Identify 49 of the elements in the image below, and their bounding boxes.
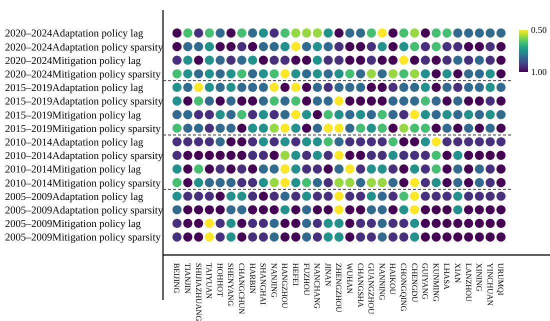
y-tick-label: 2015–2019Adaptation policy lag	[5, 83, 144, 94]
x-tick-label: SHANGHAI	[258, 263, 268, 306]
x-tick-label: XINING	[474, 263, 484, 292]
y-tick-label: 2005–2009Mitigation policy sparsity	[5, 232, 162, 244]
x-tick-label: NANJING	[269, 263, 278, 298]
color-bar-label: 0.50	[531, 25, 548, 36]
x-tick-label: TAIYUAN	[204, 263, 214, 300]
y-tick-label: 2005–2009Adaptation policy lag	[5, 192, 144, 203]
x-tick-label: SHIJIAZHUANG	[194, 263, 203, 321]
y-tick-label: 2020–2024Mitigation policy lag	[5, 56, 142, 67]
x-tick-label: LHASA	[442, 263, 452, 290]
x-tick-label: YINCHUAN	[485, 263, 494, 306]
x-tick-label: TIANJIN	[183, 263, 192, 294]
y-tick-label: 2020–2024Adaptation policy lag	[5, 28, 144, 40]
x-tick-label: GUANGZHOU	[366, 263, 376, 314]
x-tick-label: FUZHOU	[302, 263, 311, 296]
x-tick-label: NANNING	[377, 263, 386, 301]
y-tick-label: 2015–2019Adaptation policy sparsity	[5, 96, 164, 108]
x-tick-label: HEFEI	[291, 263, 300, 286]
x-tick-label: BEIJING	[172, 263, 182, 294]
y-tick-label: 2010–2014Adaptation policy sparsity	[5, 151, 164, 162]
x-tick-label: WUHAN	[345, 263, 354, 294]
x-tick-label: HARBIN	[248, 263, 257, 294]
color-bar-label: 1.00	[531, 67, 548, 78]
y-tick-label: 2010–2014Adaptation policy lag	[5, 137, 144, 148]
x-tick-label: XIAN	[453, 263, 462, 284]
y-tick-label: 2005–2009Adaptation policy sparsity	[5, 205, 164, 216]
x-tick-label: CHONGQING	[399, 263, 408, 312]
x-tick-label: URUMQI	[496, 263, 506, 296]
y-tick-label: 2010–2014Mitigation policy lag	[5, 164, 142, 176]
x-tick-label: LANZHOU	[464, 263, 473, 302]
y-tick-label: 2015–2019Mitigation policy lag	[5, 110, 142, 122]
x-tick-label: KUNMING	[431, 263, 440, 302]
x-tick-label: SHENYANG	[226, 263, 236, 306]
x-tick-label: ZHENGZHOU	[334, 263, 344, 313]
y-tick-label: 2005–2009Mitigation policy lag	[5, 219, 142, 230]
x-tick-label: NANCHANG	[312, 263, 322, 309]
x-tick-label: CHANGSHA	[356, 263, 365, 308]
x-tick-label: JINAN	[323, 263, 332, 286]
x-tick-label: HOHHOT	[215, 263, 224, 297]
x-tick-label: GUIYANG	[420, 263, 430, 300]
y-tick-label: 2015–2019Mitigation policy sparsity	[5, 124, 162, 135]
x-tick-label: HANGZHOU	[280, 263, 290, 309]
x-tick-label: HAIKOU	[388, 263, 398, 295]
y-tick-label: 2020–2024Adaptation policy sparsity	[5, 42, 164, 54]
y-tick-label: 2020–2024Mitigation policy sparsity	[5, 69, 162, 80]
y-tick-label: 2010–2014Mitigation policy sparsity	[5, 178, 162, 190]
x-tick-label: CHENGDU	[410, 263, 419, 302]
x-tick-label: CHANGCHUN	[237, 263, 246, 314]
